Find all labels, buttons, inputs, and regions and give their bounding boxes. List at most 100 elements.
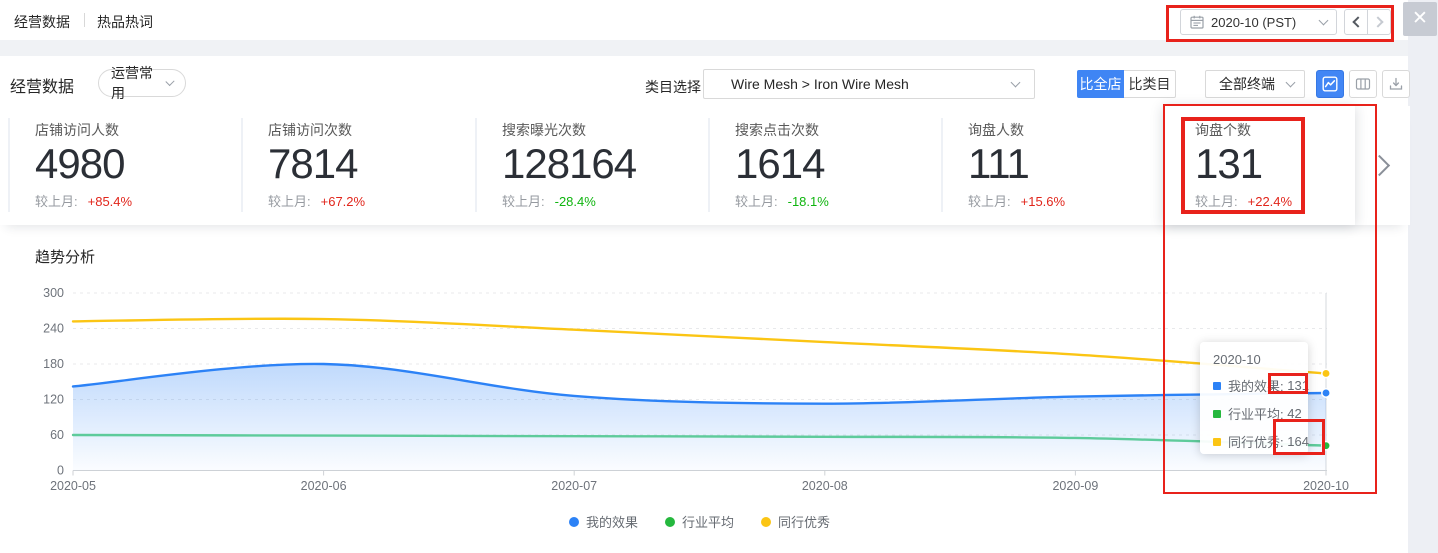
legend-dot: [761, 516, 771, 527]
category-dropdown[interactable]: Wire Mesh > Iron Wire Mesh: [703, 69, 1035, 99]
kpi-delta: 较上月: +15.6%: [968, 194, 1066, 210]
legend-label: 行业平均: [681, 515, 734, 530]
preset-dropdown[interactable]: 运营常用: [98, 65, 186, 101]
kpi-label: 询盘人数: [968, 122, 1024, 138]
legend-label: 我的效果: [585, 515, 638, 530]
tab-hot-items-keywords[interactable]: 热品热词: [97, 14, 153, 30]
kpi-label: 询盘个数: [1195, 122, 1251, 138]
kpi-card-inquiry-count-selected[interactable]: 询盘个数 131 较上月: +22.4%: [1163, 106, 1355, 225]
preset-dropdown-value: 运营常用: [111, 65, 153, 101]
kpi-label: 店铺访问次数: [268, 122, 352, 138]
chevron-down-icon: [165, 76, 175, 87]
filters-toolbar: 经营数据 运营常用 类目选择 Wire Mesh > Iron Wire Mes…: [0, 56, 1410, 106]
kpi-delta: 较上月: +22.4%: [1195, 194, 1293, 210]
kpi-value: 7814: [268, 140, 358, 187]
table-view-button[interactable]: [1349, 70, 1377, 98]
legend-label: 同行优秀: [778, 515, 831, 530]
tooltip-row: 行业平均: 42: [1213, 404, 1308, 423]
kpi-card-search-impressions[interactable]: 搜索曝光次数 128164 较上月: -28.4%: [475, 106, 701, 225]
kpi-label: 搜索点击次数: [735, 122, 819, 138]
prev-month-button[interactable]: [1345, 10, 1367, 34]
trend-chart-plot[interactable]: 0 60 120 180 240 300 2020-05 2020-06 2020-07 2020…: [0, 240, 1370, 502]
compare-category-button[interactable]: 比类目: [1124, 70, 1176, 98]
chevron-left-icon: [1351, 16, 1364, 28]
download-button[interactable]: [1382, 70, 1410, 98]
kpi-delta: 较上月: -18.1%: [735, 194, 829, 210]
chart-tooltip: 2020-10 我的效果: 131 行业平均: 42 同行优秀: 164: [1200, 342, 1309, 454]
tooltip-title: 2020-10: [1213, 352, 1261, 367]
svg-text:2020-08: 2020-08: [802, 479, 848, 493]
svg-text:2020-05: 2020-05: [50, 479, 96, 493]
kpi-delta-percent: -18.1%: [787, 194, 829, 210]
calendar-icon: [1190, 15, 1204, 29]
tooltip-value: 42: [1287, 406, 1302, 421]
date-nav-group: [1344, 9, 1391, 35]
kpi-delta-percent: +67.2%: [320, 194, 366, 210]
kpi-card-store-visitors[interactable]: 店铺访问人数 4980 较上月: +85.4%: [8, 106, 234, 225]
chevron-down-icon: [1318, 15, 1329, 26]
kpi-label: 搜索曝光次数: [502, 122, 586, 138]
chevron-right-icon: [1371, 16, 1384, 28]
line-chart-icon: [1322, 76, 1338, 92]
svg-text:2020-09: 2020-09: [1052, 479, 1098, 493]
date-range-value: 2020-10 (PST): [1211, 14, 1297, 30]
svg-text:2020-07: 2020-07: [551, 479, 597, 493]
section-title: 经营数据: [10, 79, 75, 96]
card-divider: [8, 118, 10, 212]
tooltip-row: 我的效果: 131: [1213, 376, 1309, 395]
legend-item-industry-average[interactable]: 行业平均: [664, 512, 734, 531]
terminal-dropdown[interactable]: 全部终端: [1205, 70, 1305, 98]
card-divider: [941, 118, 943, 212]
kpi-value: 4980: [35, 140, 125, 187]
category-dropdown-value: Wire Mesh > Iron Wire Mesh: [731, 76, 909, 92]
svg-text:0: 0: [57, 464, 64, 478]
tab-divider: [84, 13, 85, 27]
kpi-carousel-next-button[interactable]: [1355, 106, 1410, 225]
tooltip-value: 131: [1287, 378, 1309, 393]
tooltip-row: 同行优秀: 164: [1213, 432, 1309, 451]
top-tab-bar: 经营数据 热品热词 2020-10 (PST): [0, 0, 1408, 40]
kpi-delta-percent: +85.4%: [87, 194, 133, 210]
compare-whole-store-button[interactable]: 比全店: [1077, 70, 1124, 98]
card-divider: [475, 118, 477, 212]
kpi-cards-row: 店铺访问人数 4980 较上月: +85.4% 店铺访问次数 7814 较上月: +…: [0, 106, 1410, 225]
kpi-delta-percent: -28.4%: [554, 194, 596, 210]
page-background-strip: [1408, 0, 1438, 553]
legend-item-my-performance[interactable]: 我的效果: [568, 512, 638, 531]
kpi-card-search-clicks[interactable]: 搜索点击次数 1614 较上月: -18.1%: [708, 106, 934, 225]
section-separator: [0, 40, 1408, 56]
svg-text:2020-06: 2020-06: [301, 479, 347, 493]
chevron-right-icon: [1368, 154, 1391, 177]
tab-business-data[interactable]: 经营数据: [14, 14, 70, 30]
close-button[interactable]: ✕: [1403, 2, 1437, 36]
download-icon: [1389, 77, 1403, 90]
tooltip-value: 164: [1287, 434, 1309, 449]
kpi-card-store-visits[interactable]: 店铺访问次数 7814 较上月: +67.2%: [241, 106, 467, 225]
kpi-value: 1614: [735, 140, 825, 187]
category-select-label: 类目选择: [645, 79, 701, 95]
kpi-delta-percent: +22.4%: [1247, 194, 1293, 210]
legend-item-peer-excellent[interactable]: 同行优秀: [761, 512, 830, 531]
legend-dot: [568, 516, 579, 527]
kpi-card-inquiry-people[interactable]: 询盘人数 111 较上月: +15.6%: [941, 106, 1163, 225]
svg-text:300: 300: [43, 286, 64, 300]
svg-text:180: 180: [43, 357, 64, 371]
terminal-dropdown-value: 全部终端: [1219, 76, 1275, 92]
chart-view-button[interactable]: [1316, 70, 1344, 98]
svg-text:240: 240: [43, 322, 64, 336]
table-columns-icon: [1355, 78, 1371, 90]
card-divider: [241, 118, 243, 212]
date-range-select[interactable]: 2020-10 (PST): [1180, 9, 1337, 35]
chart-legend: 我的效果 行业平均 同行优秀: [73, 512, 1326, 531]
next-month-button-disabled[interactable]: [1367, 10, 1390, 34]
chevron-down-icon: [1285, 77, 1296, 88]
series-marker: [1213, 381, 1221, 390]
svg-text:120: 120: [43, 393, 64, 407]
svg-text:60: 60: [50, 428, 64, 442]
kpi-delta-percent: +15.6%: [1020, 194, 1066, 210]
chart-title: 趋势分析: [35, 249, 96, 266]
kpi-value: 111: [968, 140, 1030, 187]
legend-dot: [664, 516, 675, 527]
series-marker: [1213, 409, 1221, 418]
kpi-delta: 较上月: +67.2%: [268, 194, 366, 210]
